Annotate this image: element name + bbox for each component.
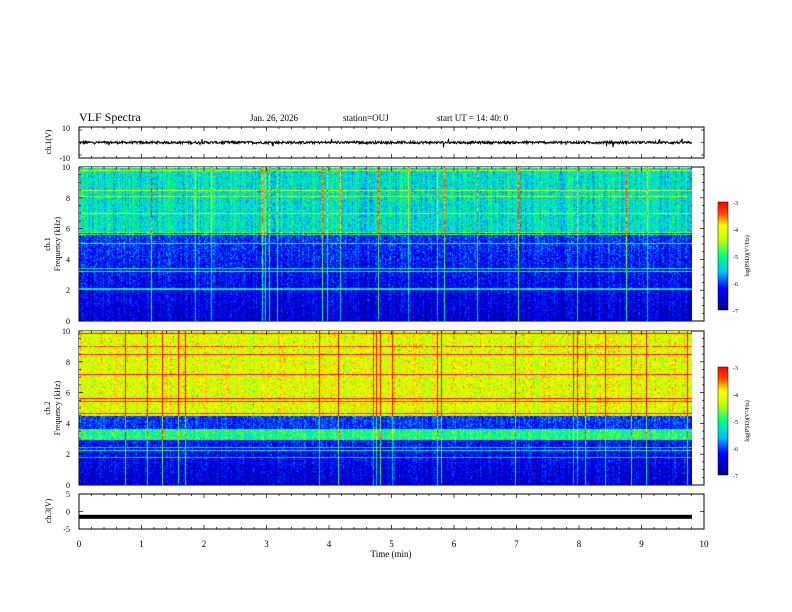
station-label: station=OUJ (343, 113, 389, 123)
ch1-y-tick-label: -10 (59, 154, 70, 163)
freq-tick-label: 0 (66, 481, 70, 490)
ch1-spec-ylabel-freq: Frequency (kHz) (53, 216, 62, 271)
colorbar-tick-label: -6 (733, 447, 738, 453)
ch3-ylabel: ch.3(V) (44, 498, 53, 523)
x-tick-label: 7 (514, 539, 519, 549)
freq-tick-label: 2 (66, 450, 70, 459)
ch2-spec-ylabel-ch: ch.2 (43, 401, 52, 415)
freq-tick-label: 8 (66, 194, 70, 203)
start-time-label: start UT = 14: 40: 0 (437, 113, 509, 123)
ch1-y-tick-label: 10 (62, 124, 70, 133)
freq-tick-label: 10 (62, 163, 70, 172)
ch3-y-tick-label: -5 (63, 525, 70, 534)
colorbar-tick-label: -7 (733, 474, 738, 480)
x-tick-label: 10 (700, 539, 710, 549)
x-tick-label: 3 (264, 539, 269, 549)
ch3-panel-frame (78, 493, 705, 530)
colorbar-tick-label: -3 (733, 366, 738, 372)
axis-ticks (78, 127, 705, 530)
colorbar-tick-label: -4 (733, 228, 738, 234)
colorbar-tick-label: -4 (733, 393, 738, 399)
ch1-waveform-line (79, 138, 692, 148)
freq-tick-label: 10 (62, 327, 70, 336)
colorbar-ticks: -3 -4 -5 -6 -7 -3 -4 -5 -6 -7 (733, 201, 738, 480)
ch3-y-tick-label: 5 (66, 490, 70, 499)
x-axis-label: Time (min) (371, 549, 412, 559)
x-tick-label: 6 (452, 539, 457, 549)
ch3-y-tick-label: 0 (66, 508, 70, 517)
ch1-colorbar-label: log(PSD)(V²/Hz) (744, 235, 751, 276)
freq-tick-label: 2 (66, 286, 70, 295)
ch2-spec-ylabel-freq: Frequency (kHz) (53, 380, 62, 435)
freq-tick-label: 4 (66, 419, 70, 428)
date-label: Jan. 26, 2026 (250, 113, 298, 123)
freq-tick-label: 4 (66, 255, 70, 264)
ch2-spectrogram (79, 331, 692, 485)
colorbar-tick-label: -6 (733, 282, 738, 288)
x-tick-label: 2 (202, 539, 207, 549)
figure-title: VLF Spectra (79, 110, 141, 124)
colorbar-tick-label: -3 (733, 201, 738, 207)
ch1-colorbar (717, 201, 729, 311)
x-tick-label: 1 (139, 539, 144, 549)
freq-tick-label: 8 (66, 358, 70, 367)
x-tick-label: 8 (577, 539, 582, 549)
colorbar-tick-label: -7 (733, 309, 738, 315)
x-tick-label: 0 (77, 539, 82, 549)
ch2-colorbar (717, 366, 729, 476)
x-tick-label: 4 (327, 539, 332, 549)
colorbar-tick-label: -5 (733, 255, 738, 261)
ch1-spec-ylabel-ch: ch.1 (43, 237, 52, 251)
x-tick-label: 5 (389, 539, 394, 549)
ch1-spectrogram (79, 167, 692, 321)
colorbar-tick-label: -5 (733, 420, 738, 426)
ch2-colorbar-label: log(PSD)(V²/Hz) (744, 400, 751, 441)
x-tick-label: 9 (639, 539, 644, 549)
ch3-waveform-line (79, 514, 692, 519)
freq-tick-label: 0 (66, 317, 70, 326)
freq-tick-label: 6 (66, 389, 70, 398)
ch1-ylabel: ch.1(V) (44, 129, 53, 154)
freq-tick-label: 6 (66, 225, 70, 234)
